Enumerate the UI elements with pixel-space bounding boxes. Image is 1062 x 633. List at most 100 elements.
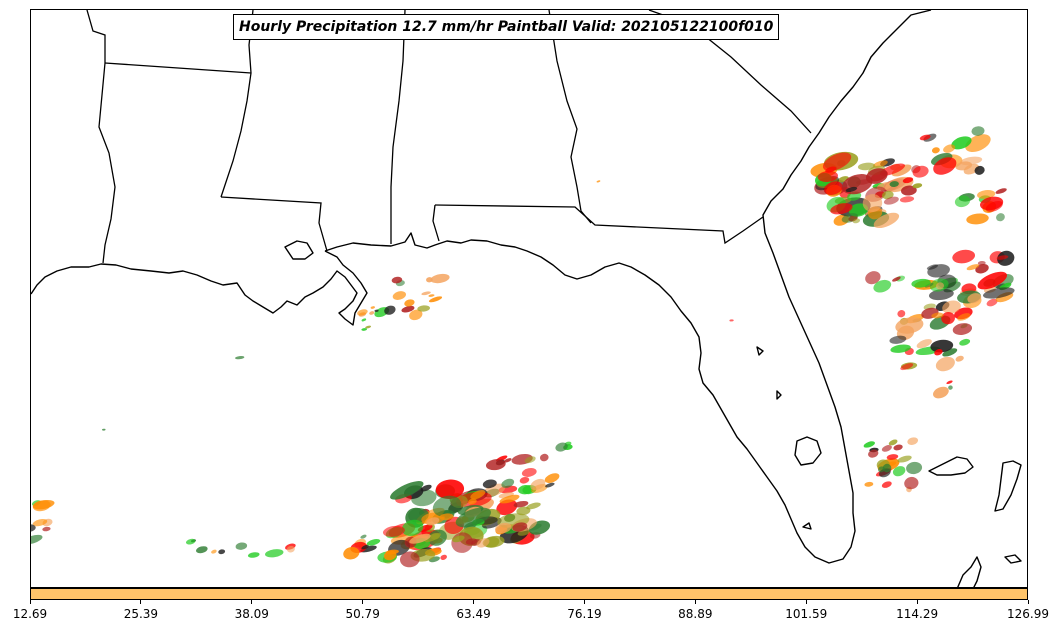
precip-blob: [924, 282, 934, 288]
precip-blob: [409, 533, 431, 544]
colorbar-tick-label: 38.09: [234, 607, 269, 621]
precip-blob: [881, 445, 892, 452]
precip-blob: [421, 291, 431, 296]
colorbar-tick: [694, 600, 696, 604]
precip-blob: [916, 339, 932, 349]
precip-blob: [360, 545, 377, 553]
precip-blob: [959, 338, 971, 346]
precip-blob: [513, 500, 529, 508]
precip-blob: [912, 183, 923, 189]
precip-blob: [545, 482, 555, 488]
precip-blob: [265, 549, 284, 558]
precip-blob: [824, 181, 843, 195]
precip-blob: [385, 549, 399, 555]
precip-blob: [868, 449, 879, 458]
colorbar-tick-label: 101.59: [785, 607, 828, 621]
precip-blob: [518, 484, 534, 495]
precip-blob: [901, 185, 917, 196]
colorbar-tick-label: 25.39: [123, 607, 159, 621]
precip-blob: [889, 181, 899, 187]
precip-blob: [965, 134, 991, 153]
precip-blob: [822, 152, 852, 172]
precip-blob: [892, 276, 901, 282]
precip-blob: [912, 165, 929, 178]
precip-blob: [995, 188, 1007, 194]
precip-blob: [235, 542, 248, 550]
precip-blob: [946, 380, 953, 385]
precip-blob: [211, 549, 217, 554]
precip-blob: [889, 335, 907, 344]
colorbar-tick-label: 114.29: [896, 607, 939, 621]
precip-blob: [521, 467, 537, 477]
precip-blob: [524, 456, 536, 464]
precip-blob: [343, 547, 360, 560]
precip-blob: [485, 459, 506, 471]
precip-blob: [42, 526, 51, 532]
precip-blob: [374, 309, 379, 312]
precip-blob: [942, 348, 958, 357]
precip-blob: [954, 195, 971, 208]
precip-blob: [881, 190, 894, 200]
precip-blob: [982, 287, 1015, 299]
precip-blob: [432, 495, 462, 517]
precip-blob: [886, 454, 899, 460]
precip-blob: [931, 147, 940, 154]
precip-blob: [902, 177, 914, 184]
precip-blob: [931, 312, 944, 319]
precip-blob: [247, 552, 260, 558]
precip-blob: [977, 271, 1008, 290]
precip-blob: [495, 522, 512, 534]
map-canvas: [31, 10, 1022, 587]
precip-blob: [440, 554, 447, 560]
precip-blob: [499, 494, 520, 504]
precip-blob: [830, 203, 853, 215]
colorbar-tick-label: 50.79: [345, 607, 380, 621]
precip-blob: [455, 507, 491, 528]
colorbar-tick: [473, 600, 475, 604]
precip-blob: [857, 162, 876, 171]
precip-blob: [468, 498, 477, 505]
precip-blob: [32, 519, 48, 527]
precip-blob: [366, 539, 381, 546]
precip-blob: [873, 212, 900, 229]
precip-blob: [852, 218, 861, 224]
precip-blob: [977, 190, 996, 199]
coastline: [31, 10, 1022, 587]
precip-blob: [31, 524, 36, 532]
precip-blob: [544, 473, 560, 483]
precip-blob: [512, 522, 528, 532]
precip-blob: [996, 255, 1009, 260]
precip-blob: [31, 534, 43, 545]
precip-blob: [941, 311, 955, 325]
precip-blob: [361, 328, 368, 331]
precip-blob: [892, 466, 906, 477]
precip-blob: [890, 344, 911, 353]
precip-blob: [409, 309, 423, 321]
colorbar-tick-label: 88.89: [678, 607, 713, 621]
precip-blob: [897, 455, 912, 463]
precip-blob: [417, 305, 430, 312]
colorbar-tick-label: 63.49: [456, 607, 491, 621]
precip-blob: [501, 478, 515, 488]
precip-blob: [863, 441, 875, 448]
precip-blob: [907, 437, 919, 445]
precip-blob: [952, 323, 973, 335]
precip-blob: [428, 296, 443, 303]
precip-blob: [218, 549, 226, 555]
colorbar-tick-label: 76.19: [567, 607, 602, 621]
precip-blob: [911, 278, 931, 288]
colorbar-tick: [362, 600, 364, 604]
precip-blob: [883, 196, 899, 205]
precip-blob: [980, 196, 1004, 211]
precip-blob: [966, 264, 980, 271]
precip-blob: [496, 499, 518, 516]
precip-blob: [888, 439, 898, 446]
precip-blob: [845, 186, 858, 193]
precip-blob: [974, 165, 985, 175]
precip-blob: [452, 535, 465, 543]
precip-blob: [430, 273, 450, 284]
precip-blob: [899, 196, 915, 203]
precip-blob: [392, 291, 407, 300]
precip-blob: [893, 444, 903, 451]
map-frame: [30, 9, 1028, 588]
